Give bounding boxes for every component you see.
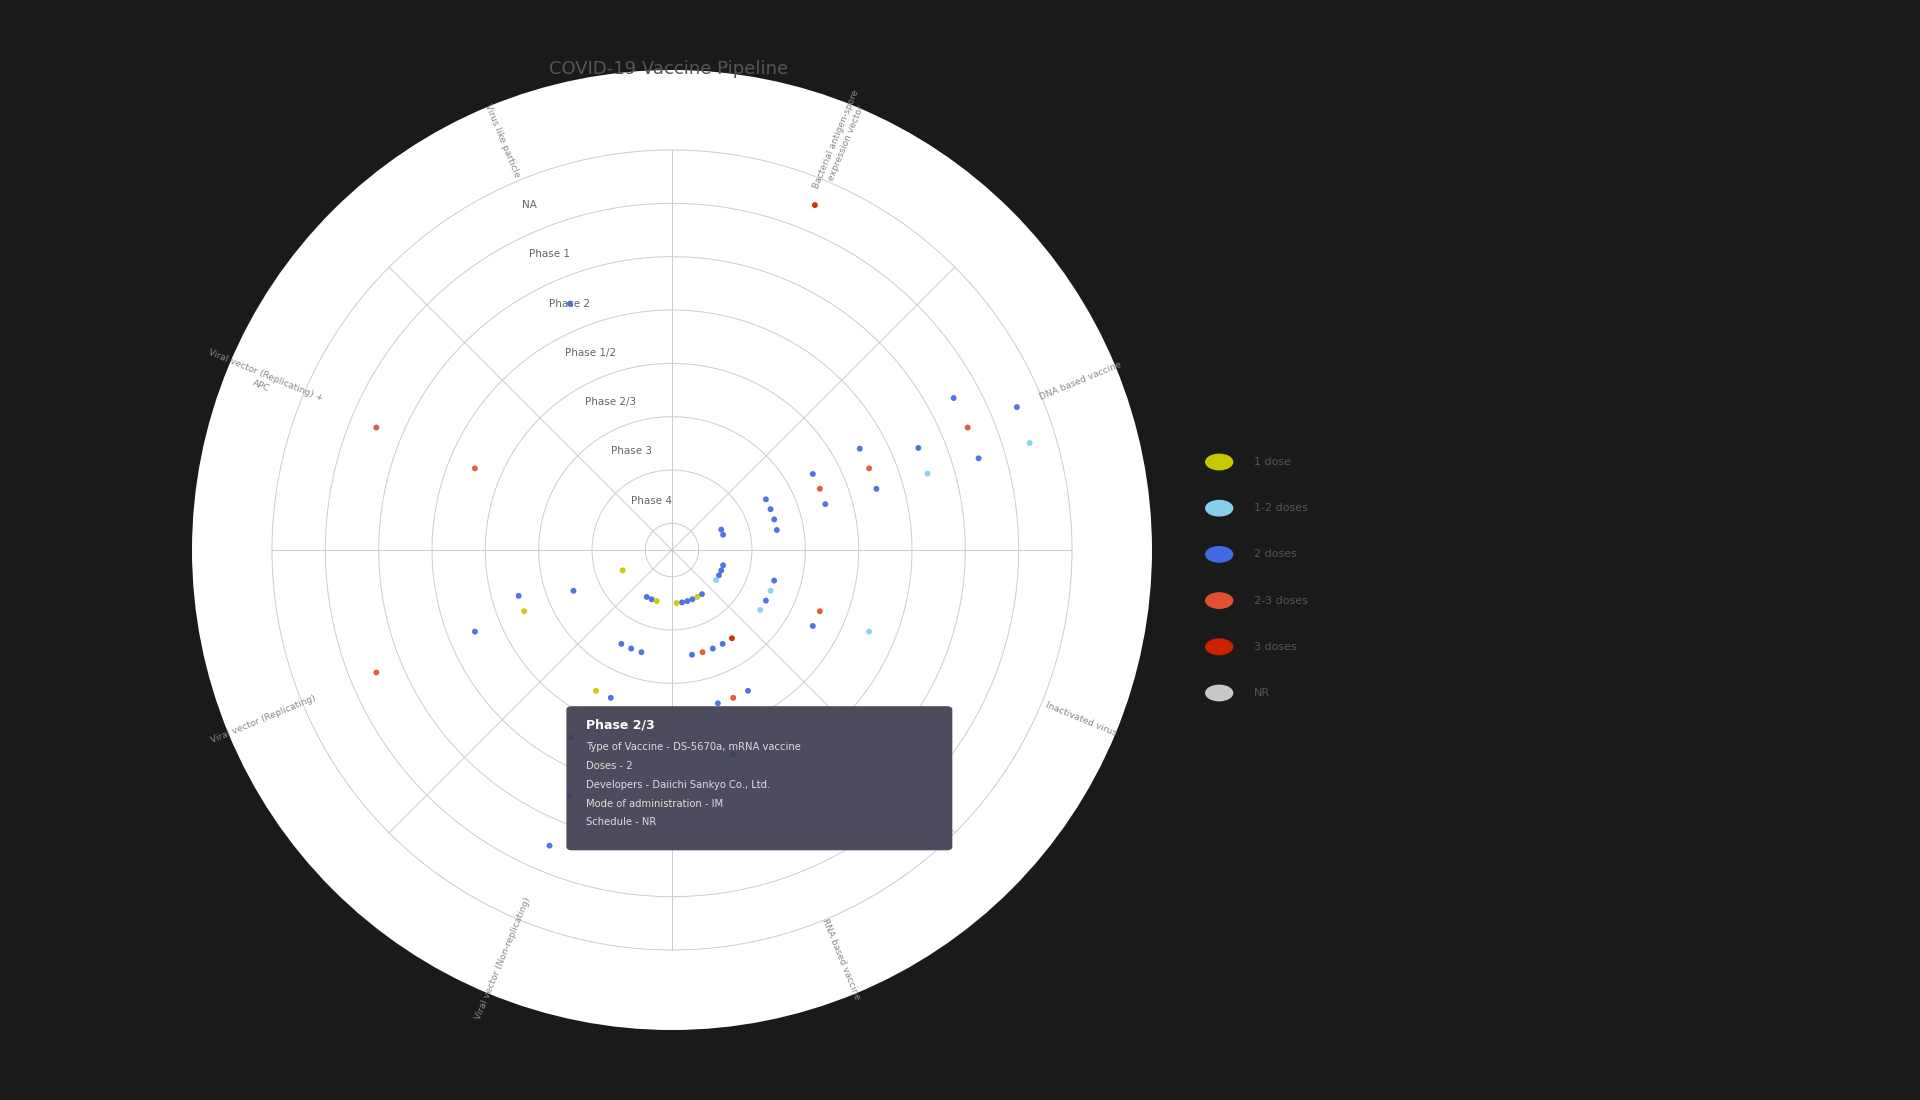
Text: 2-3 doses: 2-3 doses [1254, 595, 1308, 606]
Point [854, 623, 885, 640]
Point [902, 439, 933, 456]
Text: Phase 3: Phase 3 [611, 447, 651, 456]
Text: Phase 2: Phase 2 [549, 298, 591, 309]
Text: NR: NR [1254, 688, 1269, 698]
Text: Phase 2/3: Phase 2/3 [586, 397, 636, 407]
Text: RNA based vaccine: RNA based vaccine [820, 917, 862, 1001]
Point [739, 738, 770, 756]
Point [1014, 434, 1044, 452]
Point [1002, 398, 1033, 416]
Point [555, 729, 586, 747]
Point [707, 562, 737, 580]
Point [687, 644, 718, 661]
Text: Doses - 2: Doses - 2 [586, 761, 632, 771]
Text: DNA based vaccine: DNA based vaccine [1039, 360, 1123, 401]
Point [636, 591, 666, 608]
Point [703, 694, 733, 712]
Text: Type of Vaccine - DS-5670a, mRNA vaccine: Type of Vaccine - DS-5670a, mRNA vaccine [586, 742, 801, 752]
Point [751, 592, 781, 609]
Text: Viral vector (Non-replicating): Viral vector (Non-replicating) [472, 896, 532, 1022]
Point [509, 603, 540, 620]
Point [678, 591, 708, 608]
Point [799, 196, 829, 213]
Point [607, 635, 637, 652]
Point [676, 646, 707, 663]
Point [718, 689, 749, 706]
Point [708, 557, 739, 574]
Point [804, 480, 835, 497]
Point [559, 582, 589, 600]
Text: NA: NA [522, 200, 536, 210]
Point [860, 480, 891, 497]
Point [810, 495, 841, 513]
Point [755, 582, 785, 600]
Point [707, 520, 737, 538]
Point [964, 450, 995, 468]
Text: Phase 1: Phase 1 [530, 250, 570, 260]
Point [580, 682, 611, 700]
Point [459, 460, 490, 477]
Point [707, 635, 737, 652]
Text: Developers - Daiichi Sankyo Co., Ltd.: Developers - Daiichi Sankyo Co., Ltd. [586, 780, 770, 790]
Point [626, 644, 657, 661]
Point [758, 572, 789, 590]
Point [952, 419, 983, 437]
Point [758, 510, 789, 528]
Point [595, 689, 626, 706]
Point [939, 389, 970, 407]
Point [718, 746, 749, 763]
Point [361, 663, 392, 681]
Text: Viral vector (Replicating) +
APC: Viral vector (Replicating) + APC [202, 348, 324, 414]
Text: Inactivated virus: Inactivated virus [1044, 701, 1117, 738]
Text: 2 doses: 2 doses [1254, 549, 1296, 560]
Point [716, 629, 747, 647]
Point [845, 440, 876, 458]
Text: Schedule - NR: Schedule - NR [586, 817, 657, 827]
Point [555, 295, 586, 312]
Text: Virus like particle: Virus like particle [484, 103, 522, 179]
Point [751, 491, 781, 508]
Text: 1 dose: 1 dose [1254, 456, 1290, 468]
Text: Viral vector (Replicating): Viral vector (Replicating) [209, 694, 317, 745]
Text: Phase 1/2: Phase 1/2 [564, 348, 616, 358]
Point [672, 592, 703, 609]
Text: COVID-19 Vaccine Pipeline: COVID-19 Vaccine Pipeline [549, 60, 787, 78]
Text: Mode of administration - IM: Mode of administration - IM [586, 799, 722, 808]
Point [708, 526, 739, 543]
Point [703, 566, 733, 584]
Text: Bacterial antigen-spore
expression vector: Bacterial antigen-spore expression vecto… [812, 88, 872, 194]
Point [682, 588, 712, 606]
Point [804, 603, 835, 620]
Point [361, 419, 392, 437]
Text: Phase 4: Phase 4 [632, 496, 672, 506]
Point [555, 788, 586, 805]
Point [574, 738, 605, 756]
Point [459, 623, 490, 640]
Point [755, 500, 785, 518]
Point [745, 602, 776, 619]
Point [607, 562, 637, 580]
Point [666, 594, 697, 612]
Point [641, 592, 672, 609]
Point [854, 460, 885, 477]
Point [632, 588, 662, 606]
Point [660, 594, 691, 612]
Text: 3 doses: 3 doses [1254, 641, 1296, 652]
Point [733, 682, 764, 700]
Point [701, 571, 732, 588]
Point [697, 640, 728, 658]
Point [797, 465, 828, 483]
Point [687, 585, 718, 603]
Point [797, 617, 828, 635]
Point [503, 587, 534, 605]
Point [616, 640, 647, 658]
Text: 1-2 doses: 1-2 doses [1254, 503, 1308, 514]
Point [534, 837, 564, 855]
Point [762, 521, 793, 539]
Text: Phase 2/3: Phase 2/3 [586, 718, 655, 732]
Point [912, 465, 943, 483]
